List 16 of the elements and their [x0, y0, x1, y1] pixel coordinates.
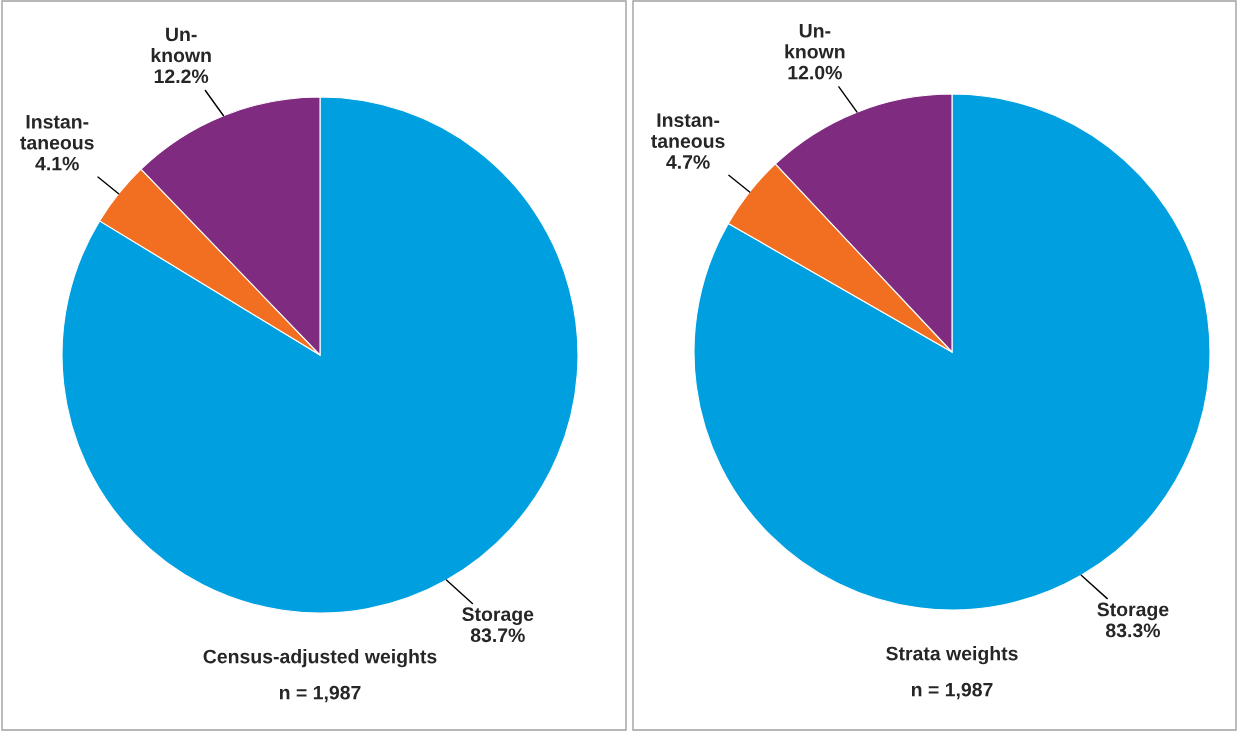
data-label: 4.1%	[35, 156, 79, 171]
data-label: 12.0%	[788, 65, 842, 80]
slice-label: Storage	[1097, 602, 1169, 621]
text: Census-adjusted weights	[203, 649, 437, 668]
text: Strata weights	[886, 646, 1018, 665]
slice-label: Instan- taneous	[20, 115, 94, 150]
slice-label: Un- known	[151, 27, 211, 63]
text: n = 1,987	[279, 685, 361, 703]
slice-label: Instan- taneous	[651, 113, 725, 148]
data-label: 83.7%	[470, 628, 525, 643]
data-label: 12.2%	[154, 69, 209, 84]
slice-label: Un- known	[785, 24, 845, 59]
text: n = 1,987	[911, 682, 993, 700]
data-label: 4.7%	[666, 155, 710, 169]
data-label: 83.3%	[1105, 623, 1160, 638]
slice-label: Storage	[462, 607, 534, 626]
